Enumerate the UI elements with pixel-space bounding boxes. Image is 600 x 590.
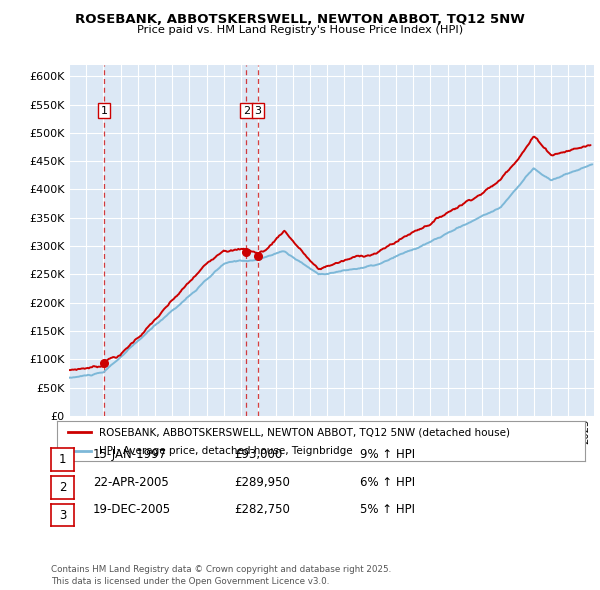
Text: 3: 3 bbox=[254, 106, 262, 116]
Text: HPI: Average price, detached house, Teignbridge: HPI: Average price, detached house, Teig… bbox=[99, 447, 353, 456]
Text: 1: 1 bbox=[59, 453, 66, 466]
Text: £93,000: £93,000 bbox=[234, 448, 282, 461]
Text: Price paid vs. HM Land Registry's House Price Index (HPI): Price paid vs. HM Land Registry's House … bbox=[137, 25, 463, 35]
Text: ROSEBANK, ABBOTSKERSWELL, NEWTON ABBOT, TQ12 5NW (detached house): ROSEBANK, ABBOTSKERSWELL, NEWTON ABBOT, … bbox=[99, 428, 510, 438]
Text: 2: 2 bbox=[243, 106, 250, 116]
Text: 15-JAN-1997: 15-JAN-1997 bbox=[93, 448, 167, 461]
Text: 6% ↑ HPI: 6% ↑ HPI bbox=[360, 476, 415, 489]
Text: £289,950: £289,950 bbox=[234, 476, 290, 489]
Text: 5% ↑ HPI: 5% ↑ HPI bbox=[360, 503, 415, 516]
Text: 1: 1 bbox=[101, 106, 107, 116]
Text: 9% ↑ HPI: 9% ↑ HPI bbox=[360, 448, 415, 461]
Text: 3: 3 bbox=[59, 509, 66, 522]
Text: ROSEBANK, ABBOTSKERSWELL, NEWTON ABBOT, TQ12 5NW: ROSEBANK, ABBOTSKERSWELL, NEWTON ABBOT, … bbox=[75, 13, 525, 26]
Text: 2: 2 bbox=[59, 481, 66, 494]
Text: 19-DEC-2005: 19-DEC-2005 bbox=[93, 503, 171, 516]
Text: 22-APR-2005: 22-APR-2005 bbox=[93, 476, 169, 489]
Text: Contains HM Land Registry data © Crown copyright and database right 2025.
This d: Contains HM Land Registry data © Crown c… bbox=[51, 565, 391, 586]
Text: £282,750: £282,750 bbox=[234, 503, 290, 516]
